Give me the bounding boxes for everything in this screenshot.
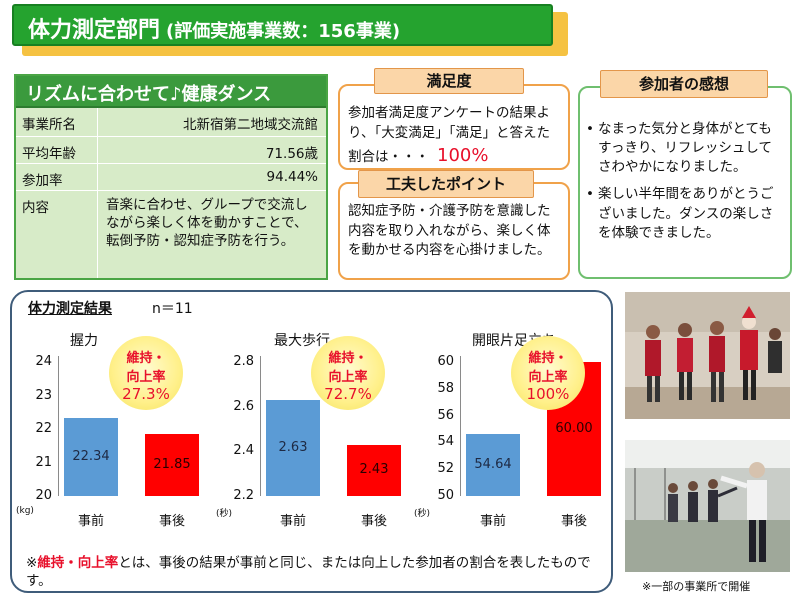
bar-after xyxy=(347,444,401,496)
rate-badge-line2: 向上率 xyxy=(328,370,368,385)
rate-badge-line1: 維持・ xyxy=(328,351,368,366)
rate-badge: 維持・向上率 100% xyxy=(511,336,585,410)
y-unit-label: (秒) xyxy=(216,509,233,519)
bar-value-label: 2.43 xyxy=(359,462,389,478)
sample-size: n＝11 xyxy=(152,301,193,317)
rate-value: 27.3% xyxy=(122,385,170,403)
bar-value-label: 21.85 xyxy=(153,457,191,472)
rate-badge-line2: 向上率 xyxy=(528,370,568,385)
rate-value: 100% xyxy=(526,385,570,403)
program-title: リズムに合わせて♪健康ダンス xyxy=(16,76,326,108)
row-label: 平均年齢 xyxy=(16,137,98,163)
row-value: 94.44% xyxy=(266,169,318,185)
rate-badge: 維持・向上率 27.3% xyxy=(109,336,183,410)
row-label: 参加率 xyxy=(16,164,98,190)
y-tick-label: 2.2 xyxy=(233,488,254,503)
dance-photo-group xyxy=(625,440,790,572)
y-tick-label: 20 xyxy=(35,488,52,503)
x-category-label: 事後 xyxy=(360,514,387,529)
y-tick-label: 24 xyxy=(35,354,52,369)
bar-value-label: 60.00 xyxy=(555,421,593,436)
bar-before xyxy=(266,399,320,496)
results-panel: 体力測定結果 n＝11 握力 24 23 22 21 20 (kg) 22.34 事前 21.85… xyxy=(10,290,613,593)
chart-title: 最大歩行 xyxy=(274,333,330,349)
x-category-label: 事前 xyxy=(77,514,104,529)
row-value: 71.56歳 xyxy=(265,146,318,162)
rate-badge-line2: 向上率 xyxy=(126,370,166,385)
rate-badge-line1: 維持・ xyxy=(126,351,166,366)
page-title: 体力測定部門 xyxy=(28,18,161,43)
results-title: 体力測定結果 xyxy=(28,301,112,317)
row-label: 内容 xyxy=(16,191,98,278)
y-axis xyxy=(460,356,461,496)
table-row: 平均年齢 71.56歳 xyxy=(16,137,326,164)
row-value: 北新宿第二地域交流館 xyxy=(183,117,318,133)
y-axis xyxy=(58,356,59,496)
bullet-icon: • xyxy=(586,186,594,203)
table-row: 参加率 94.44% xyxy=(16,164,326,191)
satisfaction-ribbon: 満足度 xyxy=(374,68,524,94)
row-value: 音楽に合わせ、グループで交流しながら楽しく体を動かすことで、転倒予防・認知症予防… xyxy=(106,197,308,250)
satisfaction-text: 参加者満足度アンケートの結果より、「大変満足」「満足」と答えた割合は・・・ xyxy=(348,105,550,166)
ingenuity-text: 認知症予防・介護予防を意識した内容を取り入れながら、楽しく体を動かせる内容を心掛… xyxy=(348,203,551,259)
bar-after xyxy=(145,434,199,496)
y-unit-label: (秒) xyxy=(414,509,431,519)
y-tick-label: 50 xyxy=(437,488,454,503)
y-tick-label: 58 xyxy=(437,380,454,396)
bar-value-label: 54.64 xyxy=(474,456,512,472)
y-tick-label: 52 xyxy=(437,461,454,477)
bar-before xyxy=(466,433,520,496)
y-tick-label: 56 xyxy=(437,407,454,423)
table-row: 内容 音楽に合わせ、グループで交流しながら楽しく体を動かすことで、転倒予防・認知… xyxy=(16,191,326,278)
list-item: • 楽しい半年間をありがとうございました。ダンスの楽しさを体験できました。 xyxy=(586,185,784,242)
rate-badge: 維持・向上率 72.7% xyxy=(311,336,385,410)
satisfaction-value: 100% xyxy=(437,145,489,167)
impressions-list: • なまった気分と身体がとてもすっきり、リフレッシュしてさわやかになりました。 •… xyxy=(580,88,790,243)
y-tick-label: 2.6 xyxy=(233,398,254,414)
impressions-box: • なまった気分と身体がとてもすっきり、リフレッシュしてさわやかになりました。 •… xyxy=(578,86,792,279)
title-banner: 体力測定部門 (評価実施事業数：156事業) xyxy=(12,4,553,46)
impressions-ribbon: 参加者の感想 xyxy=(600,70,768,98)
y-tick-label: 22 xyxy=(35,421,52,436)
satisfaction-box: 参加者満足度アンケートの結果より、「大変満足」「満足」と答えた割合は・・・ 100… xyxy=(338,84,570,170)
table-row: 事業所名 北新宿第二地域交流館 xyxy=(16,108,326,137)
ingenuity-ribbon: 工夫したポイント xyxy=(358,170,534,198)
bullet-icon: • xyxy=(586,121,594,137)
page-subtitle: (評価実施事業数：156事業) xyxy=(166,21,401,42)
x-category-label: 事前 xyxy=(279,514,306,529)
bar-value-label: 22.34 xyxy=(72,448,110,464)
rate-value: 72.7% xyxy=(324,385,372,403)
program-info-table: リズムに合わせて♪健康ダンス 事業所名 北新宿第二地域交流館 平均年齢 71.5… xyxy=(14,74,328,280)
list-item: • なまった気分と身体がとてもすっきり、リフレッシュしてさわやかになりました。 xyxy=(586,120,784,177)
y-unit-label: (kg) xyxy=(16,506,34,516)
y-tick-label: 54 xyxy=(437,434,454,450)
y-tick-label: 2.4 xyxy=(233,443,254,459)
row-label: 事業所名 xyxy=(16,108,98,136)
y-tick-label: 2.8 xyxy=(233,354,254,369)
footnote-term: 維持・向上率 xyxy=(37,555,119,571)
rate-badge-line1: 維持・ xyxy=(528,351,568,366)
bar-value-label: 2.63 xyxy=(278,439,308,455)
bar-before xyxy=(64,417,118,496)
y-tick-label: 23 xyxy=(35,387,52,403)
y-tick-label: 60 xyxy=(437,354,454,369)
x-category-label: 事前 xyxy=(479,514,506,529)
y-tick-label: 21 xyxy=(35,454,52,470)
dance-photo-santa xyxy=(625,292,790,419)
photo-note: ※一部の事業所で開催 xyxy=(642,580,751,593)
x-category-label: 事後 xyxy=(560,514,587,529)
y-axis xyxy=(260,356,261,496)
footnote: ※維持・向上率とは、事後の結果が事前と同じ、または向上した参加者の割合を表したも… xyxy=(26,555,591,590)
x-category-label: 事後 xyxy=(158,514,185,529)
chart-title: 握力 xyxy=(70,333,98,349)
